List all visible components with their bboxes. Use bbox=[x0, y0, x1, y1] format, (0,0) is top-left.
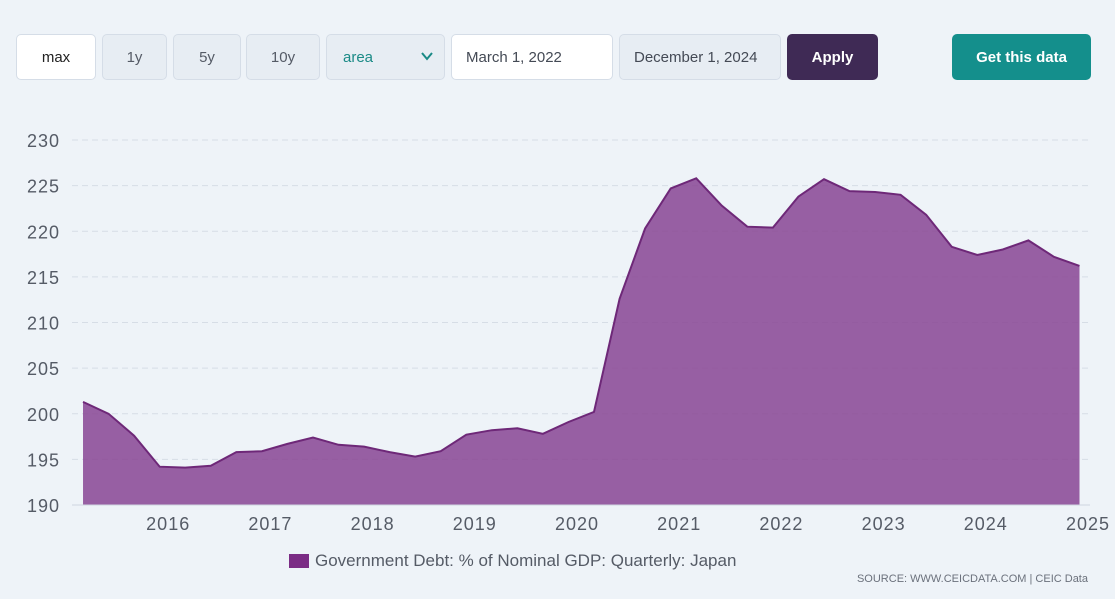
x-tick-label: 2018 bbox=[351, 514, 395, 534]
range-10y-button[interactable]: 10y bbox=[246, 34, 320, 80]
chart-type-value: area bbox=[343, 48, 374, 66]
x-tick-label: 2025 bbox=[1066, 514, 1110, 534]
range-1y-button[interactable]: 1y bbox=[102, 34, 167, 80]
x-tick-label: 2020 bbox=[555, 514, 599, 534]
area-chart: 190 195 200 205 210 215 220 225 230 2016 2017 2018 2… bbox=[27, 131, 1110, 534]
series-line bbox=[82, 177, 1080, 469]
x-tick-label: 2023 bbox=[862, 514, 906, 534]
legend-label: Government Debt: % of Nominal GDP: Quart… bbox=[315, 551, 737, 570]
x-tick-label: 2019 bbox=[453, 514, 497, 534]
y-tick-label: 225 bbox=[27, 177, 60, 197]
x-tick-label: 2024 bbox=[964, 514, 1008, 534]
chevron-down-icon bbox=[421, 52, 433, 61]
x-tick-label: 2021 bbox=[657, 514, 701, 534]
source-credit: SOURCE: WWW.CEICDATA.COM | CEIC Data bbox=[856, 573, 1088, 585]
y-tick-label: 200 bbox=[27, 405, 60, 425]
start-date-input[interactable]: March 1, 2022 bbox=[451, 34, 613, 80]
y-tick-label: 195 bbox=[27, 450, 60, 470]
range-5y-button[interactable]: 5y bbox=[173, 34, 241, 80]
x-tick-label: 2022 bbox=[759, 514, 803, 534]
legend[interactable]: Government Debt: % of Nominal GDP: Quart… bbox=[289, 551, 736, 571]
x-tick-label: 2017 bbox=[248, 514, 292, 534]
x-tick-label: 2016 bbox=[146, 514, 190, 534]
end-date-input[interactable]: December 1, 2024 bbox=[619, 34, 781, 80]
y-tick-label: 220 bbox=[27, 222, 60, 242]
legend-swatch bbox=[289, 554, 309, 568]
y-tick-label: 210 bbox=[27, 314, 60, 334]
range-max-button[interactable]: max bbox=[16, 34, 96, 80]
series-area bbox=[83, 178, 1080, 506]
chart-type-select[interactable]: area bbox=[326, 34, 445, 80]
y-tick-label: 215 bbox=[27, 268, 60, 288]
get-this-data-button[interactable]: Get this data bbox=[952, 34, 1091, 80]
y-tick-label: 190 bbox=[27, 496, 60, 516]
apply-button[interactable]: Apply bbox=[787, 34, 878, 80]
toolbar: max 1y 5y 10y area March 1, 2022 Decembe… bbox=[0, 0, 1115, 100]
y-tick-label: 230 bbox=[27, 131, 60, 151]
y-tick-label: 205 bbox=[27, 359, 60, 379]
